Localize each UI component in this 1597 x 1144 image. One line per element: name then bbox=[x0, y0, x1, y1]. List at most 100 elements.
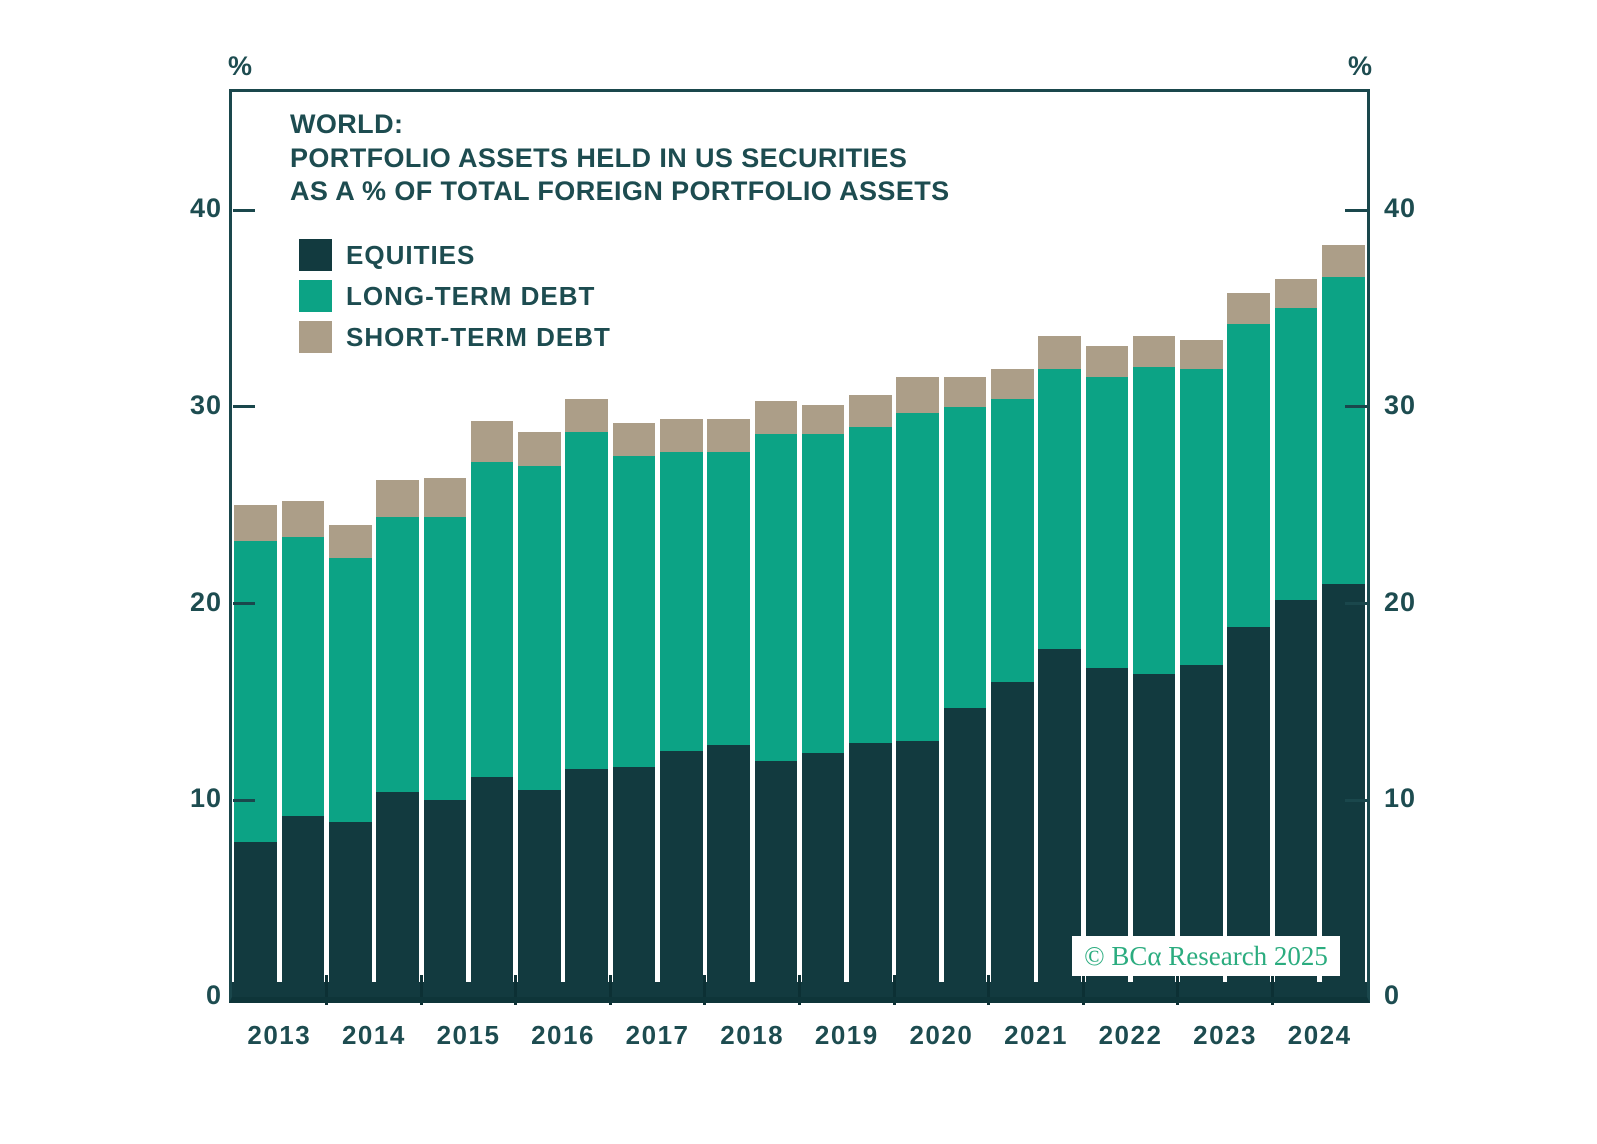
x-label-2016: 2016 bbox=[531, 1020, 595, 1050]
x-tick-2016 bbox=[514, 975, 518, 1005]
bar-2021-h1 bbox=[991, 92, 1034, 997]
segment-short-term-debt-2022-h1 bbox=[1085, 345, 1129, 378]
x-label-2020: 2020 bbox=[909, 1020, 974, 1050]
equities-swatch-icon bbox=[299, 239, 332, 271]
y-tick-left-10 bbox=[233, 798, 255, 802]
segment-long-term-debt-2022-h1 bbox=[1085, 377, 1129, 669]
segment-equities-2014-h1 bbox=[328, 821, 372, 997]
segment-equities-2018-h1 bbox=[707, 745, 750, 997]
segment-equities-2023-h2 bbox=[1227, 627, 1271, 997]
bar-2018-h2 bbox=[754, 92, 798, 997]
bar-2013-h1 bbox=[234, 92, 277, 997]
segment-short-term-debt-2018-h2 bbox=[754, 400, 798, 435]
y-tick-left-20 bbox=[233, 602, 255, 605]
y-label-right-30: 30 bbox=[1384, 389, 1417, 420]
bar-2023-h1 bbox=[1180, 92, 1223, 997]
x-label-2021: 2021 bbox=[1004, 1020, 1068, 1050]
plot-area bbox=[232, 92, 1367, 997]
segment-long-term-debt-2016-h1 bbox=[518, 465, 561, 791]
bar-2013-h2 bbox=[281, 92, 325, 997]
segment-equities-2024-h2 bbox=[1322, 583, 1365, 997]
y-label-right-40: 40 bbox=[1384, 193, 1417, 223]
bar-2020-h1 bbox=[896, 92, 940, 997]
legend-label-long-term-debt: LONG-TERM DEBT bbox=[346, 280, 596, 311]
y-axis-unit-right: % bbox=[1347, 51, 1372, 81]
segment-short-term-debt-2021-h1 bbox=[991, 369, 1034, 399]
segment-short-term-debt-2014-h2 bbox=[376, 479, 419, 517]
y-tick-right-20 bbox=[1345, 602, 1367, 605]
segment-long-term-debt-2018-h1 bbox=[707, 452, 750, 746]
segment-long-term-debt-2020-h1 bbox=[896, 412, 940, 742]
watermark-copyright: © BCα Research 2025 bbox=[1072, 936, 1340, 976]
segment-short-term-debt-2013-h2 bbox=[281, 501, 325, 537]
x-label-2017: 2017 bbox=[625, 1020, 690, 1050]
x-label-2019: 2019 bbox=[814, 1020, 879, 1050]
chart-title-line-3: AS A % OF TOTAL FOREIGN PORTFOLIO ASSETS bbox=[290, 176, 950, 206]
legend-label-short-term-debt: SHORT-TERM DEBT bbox=[346, 321, 611, 352]
segment-long-term-debt-2019-h2 bbox=[849, 426, 892, 744]
bar-2014-h1 bbox=[328, 92, 372, 997]
segment-equities-2018-h2 bbox=[754, 760, 798, 997]
segment-equities-2019-h1 bbox=[801, 753, 845, 997]
segment-long-term-debt-2021-h2 bbox=[1038, 369, 1081, 649]
y-label-left-0: 0 bbox=[205, 980, 222, 1010]
y-label-left-20: 20 bbox=[189, 586, 222, 617]
bar-2016-h2 bbox=[565, 92, 608, 997]
segment-equities-2013-h1 bbox=[234, 841, 277, 997]
segment-short-term-debt-2015-h1 bbox=[423, 477, 467, 517]
segment-equities-2015-h1 bbox=[423, 800, 467, 997]
segment-short-term-debt-2024-h2 bbox=[1322, 245, 1365, 277]
bar-2017-h1 bbox=[612, 92, 656, 997]
segment-long-term-debt-2013-h1 bbox=[234, 540, 277, 842]
segment-long-term-debt-2017-h1 bbox=[612, 456, 656, 767]
segment-short-term-debt-2023-h1 bbox=[1180, 339, 1223, 370]
segment-long-term-debt-2016-h2 bbox=[565, 432, 608, 769]
y-axis-unit-left: % bbox=[227, 51, 252, 81]
segment-long-term-debt-2024-h1 bbox=[1274, 308, 1318, 600]
y-tick-right-30 bbox=[1345, 405, 1367, 409]
chart-title-line-2: PORTFOLIO ASSETS HELD IN US SECURITIES bbox=[290, 142, 908, 173]
chart-title: WORLD: PORTFOLIO ASSETS HELD IN US SECUR… bbox=[290, 108, 950, 209]
segment-equities-2017-h2 bbox=[659, 751, 703, 997]
x-tick-2020 bbox=[892, 975, 896, 1005]
segment-short-term-debt-2024-h1 bbox=[1274, 278, 1318, 309]
segment-short-term-debt-2019-h1 bbox=[801, 404, 845, 435]
segment-short-term-debt-2023-h2 bbox=[1227, 292, 1271, 325]
y-label-right-0: 0 bbox=[1384, 980, 1401, 1010]
segment-short-term-debt-2018-h1 bbox=[707, 418, 750, 452]
x-label-2022: 2022 bbox=[1098, 1020, 1163, 1050]
x-label-2013: 2013 bbox=[247, 1020, 312, 1050]
segment-long-term-debt-2023-h1 bbox=[1180, 369, 1223, 665]
segment-long-term-debt-2017-h2 bbox=[659, 452, 703, 752]
segment-equities-2019-h2 bbox=[849, 743, 892, 997]
segment-long-term-debt-2024-h2 bbox=[1322, 276, 1365, 584]
segment-equities-2021-h1 bbox=[991, 682, 1034, 997]
segment-equities-2020-h1 bbox=[896, 741, 940, 997]
legend-item-short-term-debt: SHORT-TERM DEBT bbox=[299, 321, 611, 353]
x-label-2014: 2014 bbox=[341, 1020, 406, 1050]
chart-title-line-1: WORLD: bbox=[290, 109, 404, 139]
bar-2016-h1 bbox=[518, 92, 561, 997]
y-tick-right-40 bbox=[1345, 208, 1367, 212]
segment-short-term-debt-2013-h1 bbox=[234, 505, 277, 541]
bar-2021-h2 bbox=[1038, 92, 1081, 997]
long-term-debt-swatch-icon bbox=[299, 280, 332, 312]
segment-short-term-debt-2020-h2 bbox=[943, 377, 987, 407]
bar-2019-h1 bbox=[801, 92, 845, 997]
segment-long-term-debt-2023-h2 bbox=[1227, 324, 1271, 628]
y-tick-left-30 bbox=[233, 405, 255, 409]
segment-long-term-debt-2022-h2 bbox=[1132, 367, 1176, 675]
x-tick-2015 bbox=[419, 975, 423, 1005]
bar-2024-h2 bbox=[1322, 92, 1365, 997]
y-tick-left-40 bbox=[233, 208, 255, 212]
x-tick-2018 bbox=[703, 975, 707, 1005]
x-tick-2022 bbox=[1081, 975, 1085, 1005]
x-tick-2023 bbox=[1176, 975, 1180, 1005]
segment-long-term-debt-2021-h1 bbox=[991, 398, 1034, 683]
segment-equities-2020-h2 bbox=[943, 707, 987, 997]
x-tick-2014 bbox=[325, 975, 329, 1005]
legend-label-equities: EQUITIES bbox=[346, 239, 476, 270]
segment-short-term-debt-2022-h2 bbox=[1132, 335, 1176, 368]
x-tick-2019 bbox=[798, 975, 801, 1005]
